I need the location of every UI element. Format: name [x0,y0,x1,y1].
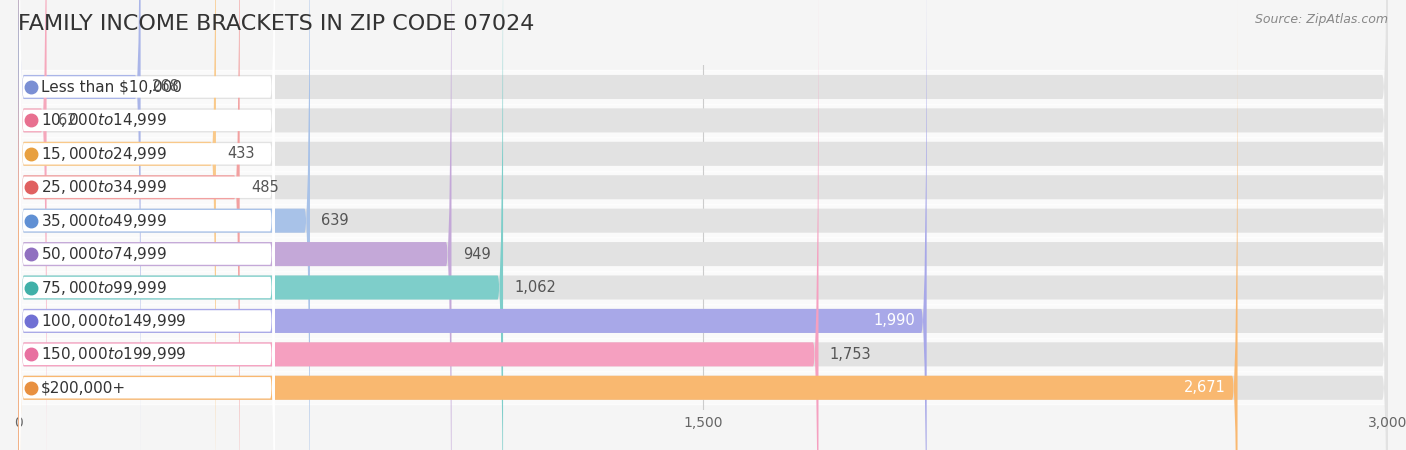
FancyBboxPatch shape [18,0,451,450]
Text: 1,062: 1,062 [515,280,557,295]
FancyBboxPatch shape [18,0,1237,450]
FancyBboxPatch shape [18,0,1388,450]
Text: 433: 433 [228,146,254,161]
FancyBboxPatch shape [18,0,1388,450]
Bar [18,271,1388,304]
FancyBboxPatch shape [18,0,1388,450]
FancyBboxPatch shape [20,0,274,450]
FancyBboxPatch shape [18,0,1388,450]
Text: 485: 485 [252,180,278,195]
FancyBboxPatch shape [18,0,1388,450]
Text: 2,671: 2,671 [1184,380,1226,395]
Text: $50,000 to $74,999: $50,000 to $74,999 [41,245,167,263]
Text: FAMILY INCOME BRACKETS IN ZIP CODE 07024: FAMILY INCOME BRACKETS IN ZIP CODE 07024 [18,14,534,33]
FancyBboxPatch shape [18,0,818,450]
Text: $15,000 to $24,999: $15,000 to $24,999 [41,145,167,163]
Bar [18,104,1388,137]
Text: $75,000 to $99,999: $75,000 to $99,999 [41,279,167,297]
Text: $35,000 to $49,999: $35,000 to $49,999 [41,212,167,230]
FancyBboxPatch shape [18,0,1388,450]
FancyBboxPatch shape [18,0,239,450]
Bar [18,70,1388,104]
FancyBboxPatch shape [20,64,274,450]
FancyBboxPatch shape [20,31,274,450]
Bar [18,171,1388,204]
FancyBboxPatch shape [20,0,274,450]
FancyBboxPatch shape [18,0,309,450]
Bar [18,304,1388,338]
Bar [18,238,1388,271]
Bar [18,204,1388,238]
FancyBboxPatch shape [18,0,927,450]
Text: $100,000 to $149,999: $100,000 to $149,999 [41,312,187,330]
Text: 1,753: 1,753 [830,347,872,362]
FancyBboxPatch shape [20,0,274,450]
FancyBboxPatch shape [20,0,274,410]
Text: 1,990: 1,990 [873,314,915,328]
FancyBboxPatch shape [18,0,46,450]
Text: $150,000 to $199,999: $150,000 to $199,999 [41,345,187,363]
FancyBboxPatch shape [20,0,274,444]
FancyBboxPatch shape [20,0,274,450]
FancyBboxPatch shape [20,0,274,450]
Text: 62: 62 [58,113,76,128]
Text: Less than $10,000: Less than $10,000 [41,80,181,94]
Text: 268: 268 [152,80,180,94]
Text: 949: 949 [463,247,491,261]
Text: $200,000+: $200,000+ [41,380,127,395]
Bar [18,338,1388,371]
FancyBboxPatch shape [18,0,141,450]
Text: 639: 639 [322,213,349,228]
FancyBboxPatch shape [20,0,274,450]
FancyBboxPatch shape [18,0,1388,450]
FancyBboxPatch shape [18,0,1388,450]
FancyBboxPatch shape [18,0,1388,450]
Text: $25,000 to $34,999: $25,000 to $34,999 [41,178,167,196]
Text: Source: ZipAtlas.com: Source: ZipAtlas.com [1254,14,1388,27]
FancyBboxPatch shape [18,0,217,450]
Bar [18,137,1388,171]
FancyBboxPatch shape [18,0,1388,450]
FancyBboxPatch shape [18,0,503,450]
Text: $10,000 to $14,999: $10,000 to $14,999 [41,112,167,130]
Bar [18,371,1388,405]
